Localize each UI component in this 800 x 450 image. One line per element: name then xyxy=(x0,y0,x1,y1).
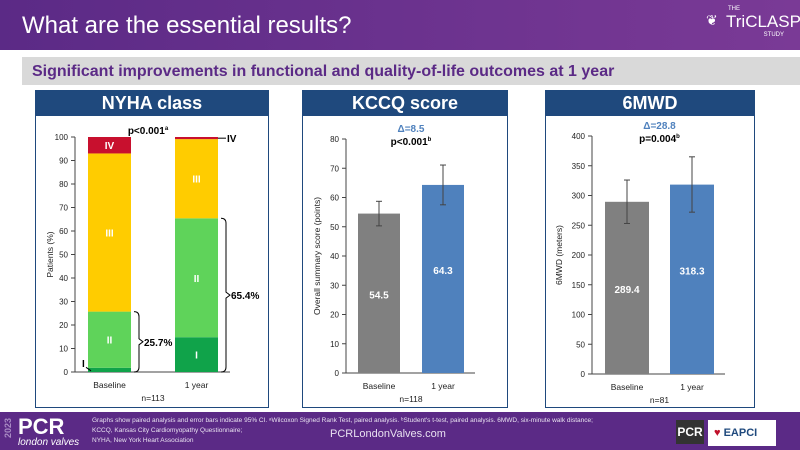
footnote-1: Graphs show paired analysis and error ba… xyxy=(92,417,593,424)
sample-size: n=81 xyxy=(650,395,669,405)
nyha-panel: NYHA class xyxy=(35,90,269,408)
valve-leaf-icon: ❦ xyxy=(706,12,718,28)
panel-title: 6MWD xyxy=(546,91,754,116)
segment-label: I xyxy=(195,351,198,362)
p-value: p=0.004b xyxy=(639,134,680,145)
bar-value-label: 289.4 xyxy=(614,285,639,296)
segment-label: IV xyxy=(105,141,115,152)
x-tick-label: 1 year xyxy=(185,380,209,390)
footnote-3: NYHA, New York Heart Association xyxy=(92,437,194,444)
title-bar: What are the essential results? ❦ THE Tr… xyxy=(0,0,800,50)
y-tick-label: 20 xyxy=(59,321,68,330)
6mwd-panel: 6MWD xyxy=(545,90,755,408)
y-tick-label: 400 xyxy=(572,132,586,141)
segment-label: II xyxy=(194,274,200,285)
panel-title: KCCQ score xyxy=(303,91,507,116)
y-tick-label: 30 xyxy=(330,281,339,290)
brace-label: 25.7% xyxy=(144,338,172,349)
website-link[interactable]: PCRLondonValves.com xyxy=(330,428,446,440)
y-axis-label: Overall summary score (points) xyxy=(312,197,322,315)
bar xyxy=(605,201,649,374)
y-tick-label: 90 xyxy=(59,157,68,166)
y-tick-label: 70 xyxy=(330,164,339,173)
y-tick-label: 0 xyxy=(335,369,340,378)
segment-label-outside: IV xyxy=(227,134,237,145)
y-tick-label: 30 xyxy=(59,298,68,307)
y-tick-label: 70 xyxy=(59,204,68,213)
bar-segment-III xyxy=(175,139,218,219)
triclasp-logo: ❦ THE TriCLASP STUDY xyxy=(706,6,800,38)
eapci-logo: ♥ EAPCI xyxy=(708,420,776,446)
x-tick-label: 1 year xyxy=(431,381,455,391)
bar-segment-I xyxy=(88,367,131,372)
y-tick-label: 20 xyxy=(330,311,339,320)
bar-segment-II xyxy=(175,218,218,338)
x-tick-label: Baseline xyxy=(363,381,396,391)
y-tick-label: 350 xyxy=(572,162,586,171)
y-tick-label: 200 xyxy=(572,251,586,260)
y-tick-label: 80 xyxy=(59,180,68,189)
london-valves-logo: london valves xyxy=(18,437,80,448)
y-axis-label: 6MWD (meters) xyxy=(554,225,564,285)
delta-label: Δ=8.5 xyxy=(398,124,425,135)
y-tick-label: 50 xyxy=(576,340,585,349)
subtitle-banner: Significant improvements in functional a… xyxy=(22,57,800,85)
y-tick-label: 60 xyxy=(330,194,339,203)
bar-value-label: 54.5 xyxy=(369,290,389,301)
brace xyxy=(220,217,231,373)
y-tick-label: 60 xyxy=(59,227,68,236)
bar-value-label: 318.3 xyxy=(679,266,704,277)
delta-label: Δ=28.8 xyxy=(643,121,676,132)
kccq-panel: KCCQ score xyxy=(302,90,508,408)
y-tick-label: 100 xyxy=(572,311,586,320)
p-value: p<0.001a xyxy=(128,126,169,137)
bar-segment-III xyxy=(88,153,131,312)
brace xyxy=(133,311,144,373)
y-tick-label: 100 xyxy=(55,133,69,142)
y-axis-label: Patients (%) xyxy=(45,231,55,277)
x-tick-label: 1 year xyxy=(680,382,704,392)
leader-line xyxy=(85,366,92,372)
y-tick-label: 50 xyxy=(330,223,339,232)
sample-size: n=113 xyxy=(141,393,165,403)
bar xyxy=(670,184,714,374)
year: 2023 xyxy=(3,418,13,439)
segment-label: II xyxy=(107,336,113,347)
panel-title: NYHA class xyxy=(36,91,268,116)
heart-icon: ♥ xyxy=(714,427,721,439)
y-tick-label: 300 xyxy=(572,192,586,201)
y-tick-label: 10 xyxy=(59,345,68,354)
bar-segment-I xyxy=(175,337,218,372)
segment-label-outside: I xyxy=(82,359,85,370)
p-value: p<0.001b xyxy=(391,137,432,148)
y-tick-label: 150 xyxy=(572,281,586,290)
y-tick-label: 40 xyxy=(59,274,68,283)
bar-segment-IV xyxy=(175,137,218,140)
segment-label: III xyxy=(105,229,114,240)
segment-label: III xyxy=(192,175,201,186)
y-tick-label: 10 xyxy=(330,340,339,349)
footnote-2: KCCQ, Kansas City Cardiomyopathy Questio… xyxy=(92,427,243,434)
y-tick-label: 0 xyxy=(64,368,69,377)
y-tick-label: 0 xyxy=(581,370,586,379)
y-tick-label: 50 xyxy=(59,251,68,260)
sample-size: n=118 xyxy=(399,394,423,404)
bar-value-label: 64.3 xyxy=(433,266,453,277)
subtitle: Significant improvements in functional a… xyxy=(32,63,615,80)
bar-segment-IV xyxy=(88,137,131,154)
y-tick-label: 40 xyxy=(330,252,339,261)
y-tick-label: 250 xyxy=(572,221,586,230)
bar-segment-II xyxy=(88,311,131,368)
page-title: What are the essential results? xyxy=(22,12,352,39)
brace-label: 65.4% xyxy=(231,291,259,302)
y-tick-label: 80 xyxy=(330,135,339,144)
footer: 2023 PCR london valves Graphs show paire… xyxy=(0,412,800,450)
pcr-logo: PCR xyxy=(18,414,65,439)
x-tick-label: Baseline xyxy=(611,382,644,392)
bar xyxy=(358,213,400,373)
pcr-badge: PCR xyxy=(676,420,704,444)
bar xyxy=(422,184,464,373)
x-tick-label: Baseline xyxy=(93,380,126,390)
